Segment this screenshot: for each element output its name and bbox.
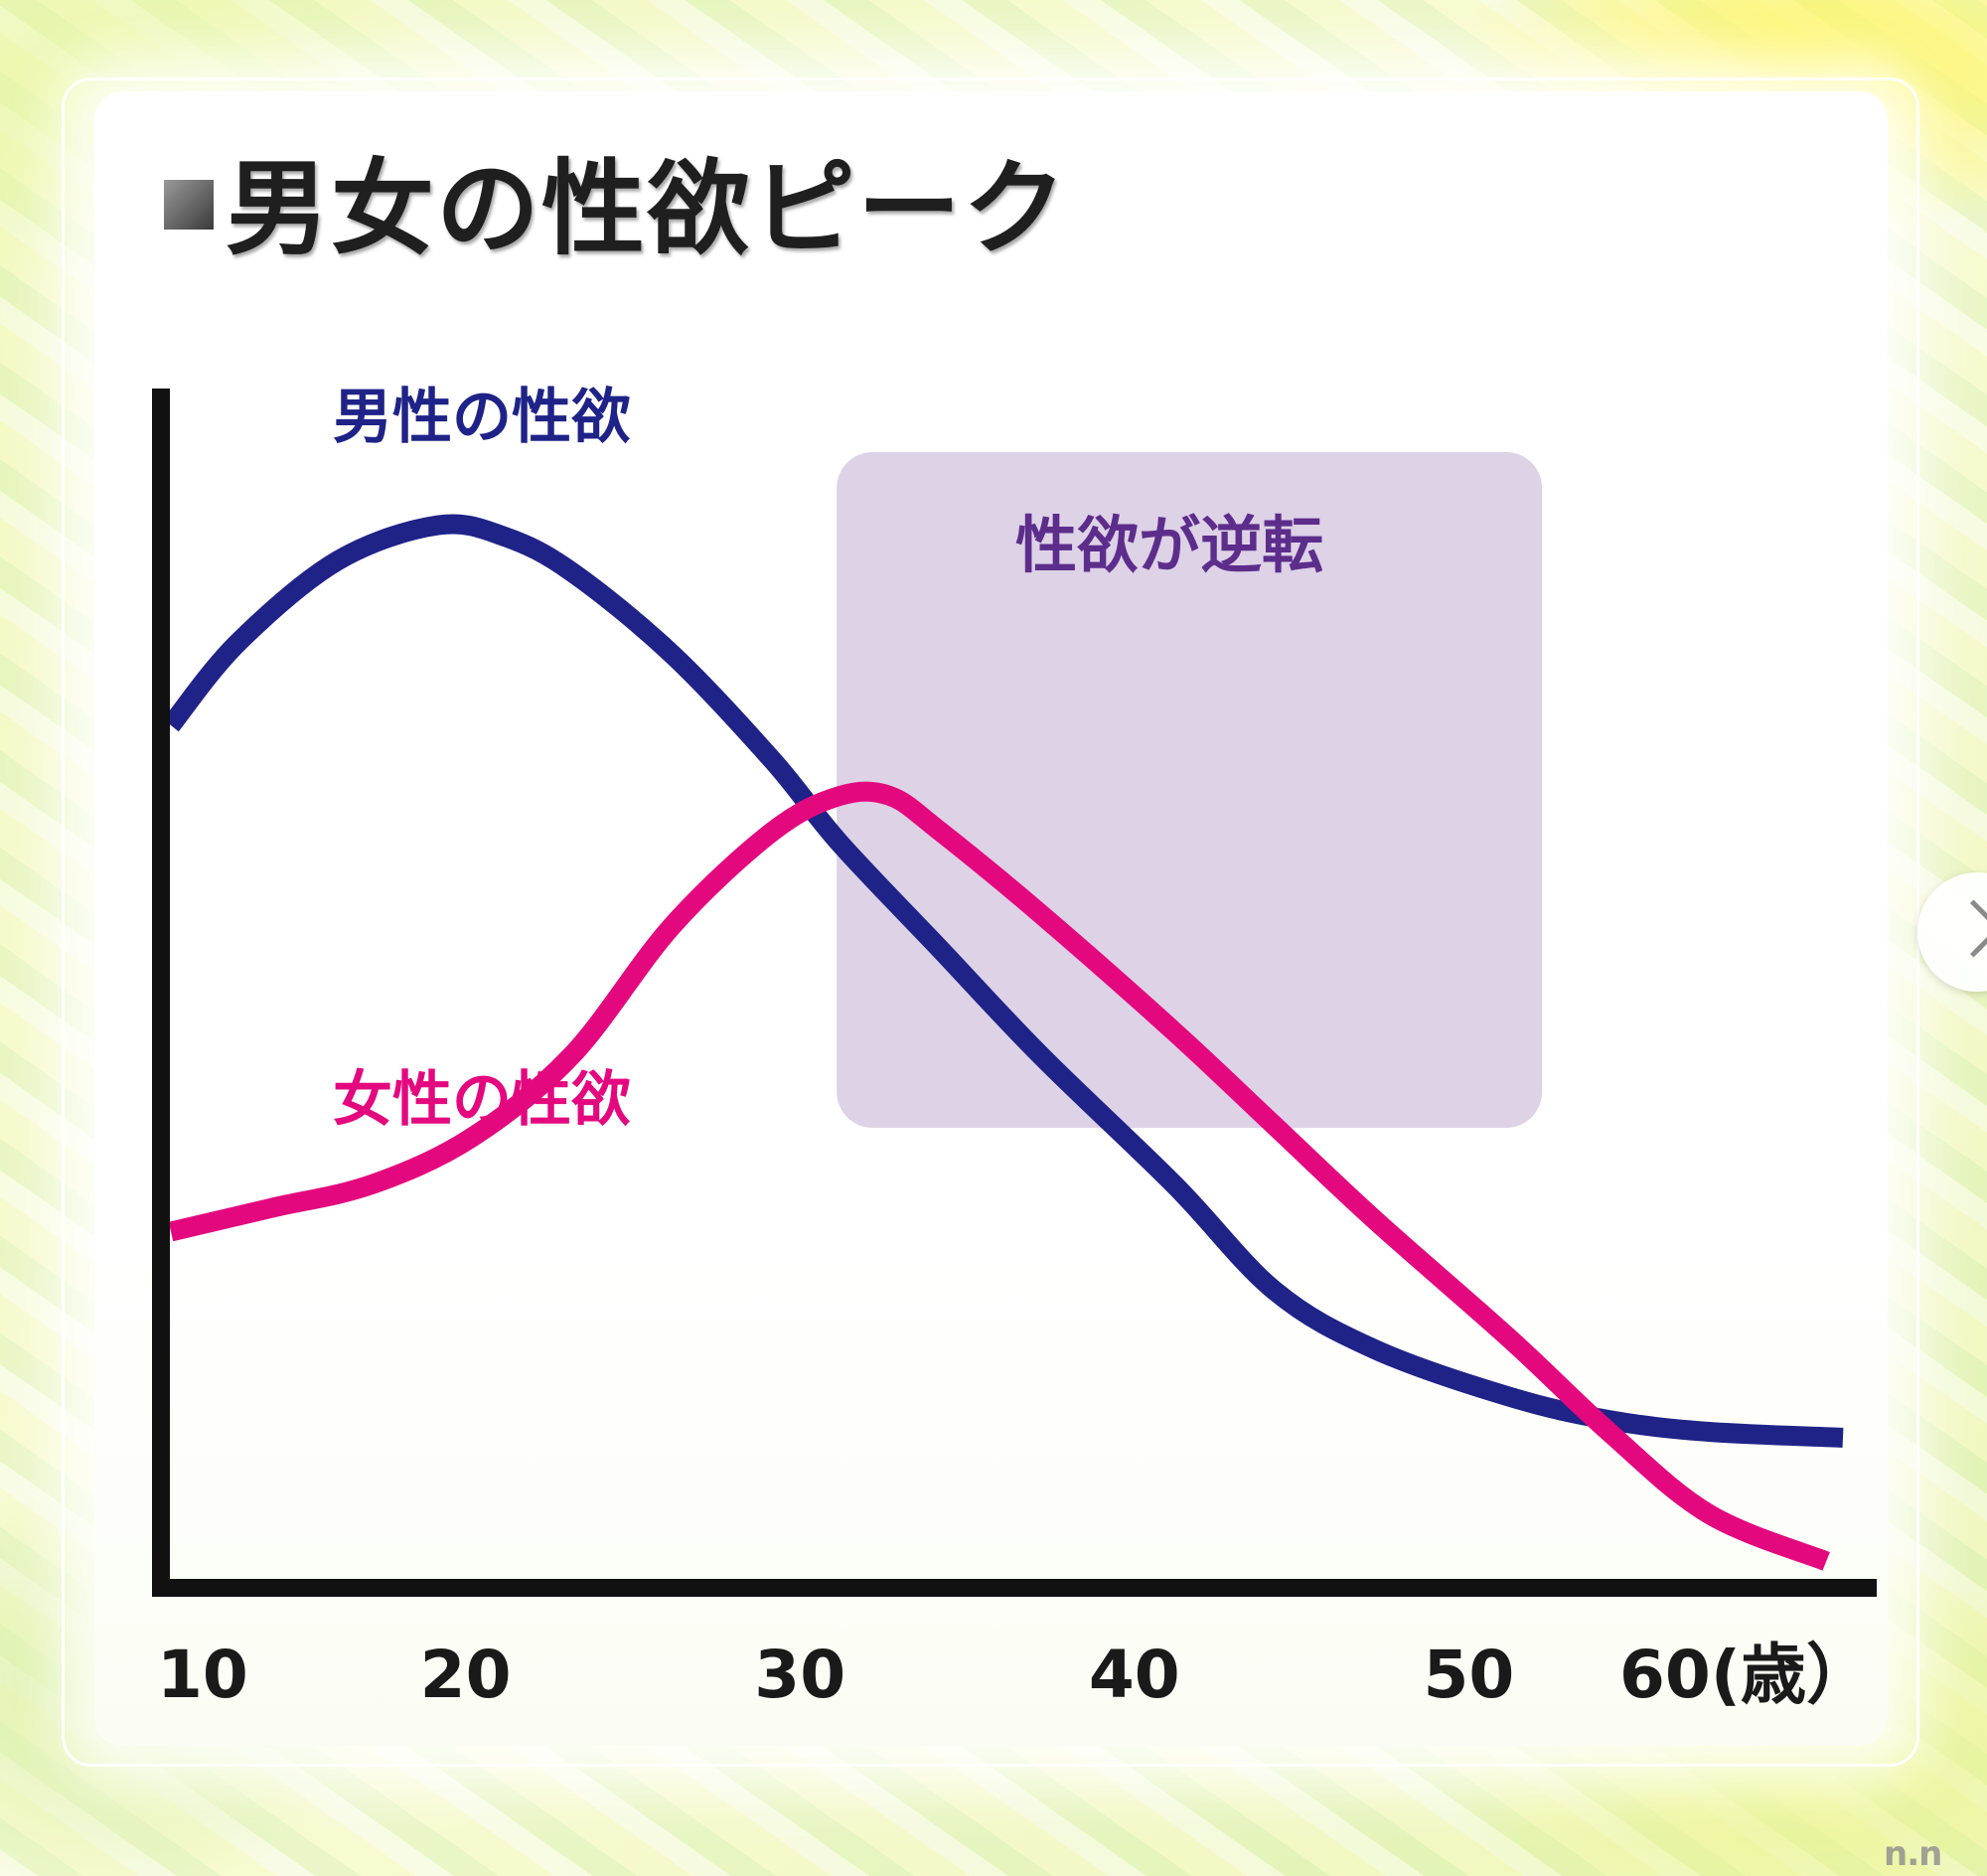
x-tick-label: 60(歳） [1619,1637,1872,1713]
chevron-right-icon [1944,899,1987,958]
chart-title: 男女の性欲ピーク [226,147,1069,269]
x-tick-label: 50 [1423,1637,1514,1713]
series-line-male [163,514,1844,1448]
reversal-highlight-box [837,452,1543,1128]
x-tick-label: 40 [1089,1637,1180,1713]
x-tick-label: 30 [754,1637,845,1713]
title-square-icon [164,180,214,230]
series-layer [163,514,1844,1571]
x-tick-labels: 10 20 30 40 50 60(歳） [157,1637,1872,1713]
title-row: 男女の性欲ピーク [164,129,1068,269]
x-tick-label: 20 [420,1637,512,1713]
series-line-female [168,781,1830,1571]
x-tick-label: 10 [157,1637,248,1713]
series-label-male: 男性の性欲 [333,383,631,452]
site-logo: n.n [1884,1834,1942,1874]
reversal-label: 性欲が逆転 [1015,509,1323,581]
series-label-female: 女性の性欲 [333,1065,631,1135]
axes-layer [152,389,1877,1597]
